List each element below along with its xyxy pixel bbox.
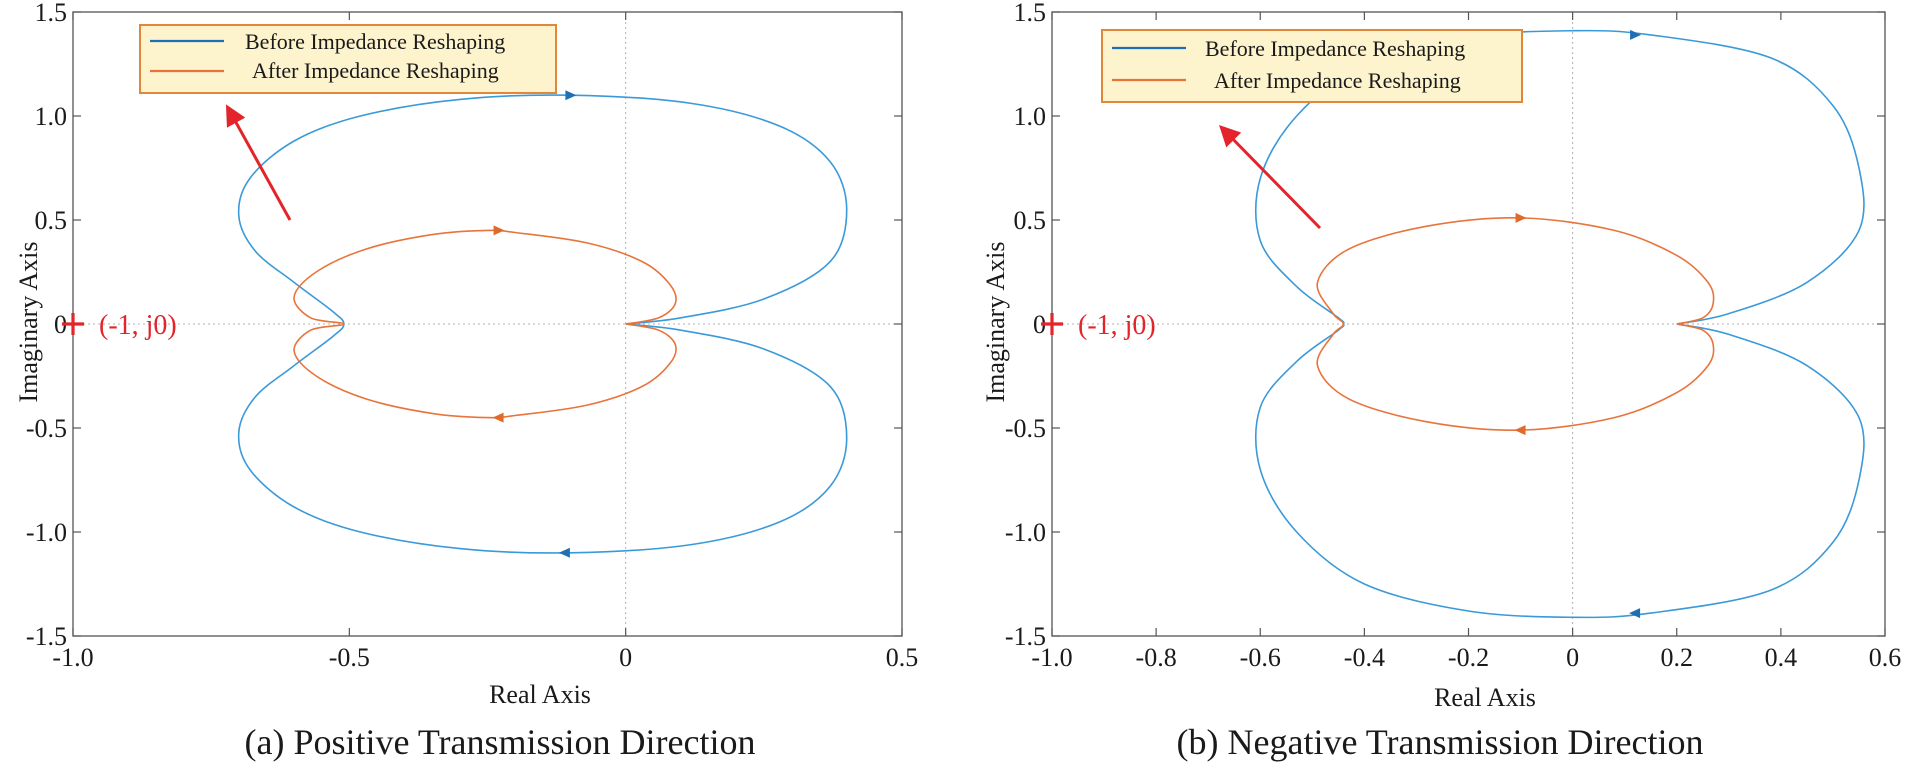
x-tick-label: 0 [619,643,632,672]
direction-arrow-before [565,90,577,101]
gridlines-a [73,12,902,636]
direction-arrow-before [558,547,570,558]
y-axis-label-b: Imaginary Axis [981,241,1010,402]
x-tick-label: -0.8 [1136,643,1177,672]
y-tick-label: -0.5 [26,414,67,443]
x-tick-label: 0.2 [1661,643,1694,672]
legend-label-before-b: Before Impedance Reshaping [1205,36,1465,61]
direction-arrow-before [1630,29,1642,40]
series-a [237,94,848,554]
x-tick-label: -1.0 [1031,643,1072,672]
caption-a: (a) Positive Transmission Direction [245,722,756,762]
x-axis-label-a: Real Axis [489,680,591,709]
panel-a: -1.0 -0.5 0 0.5-1.5-1.0-0.500.51.01.5 (-1, … [14,0,918,762]
gridlines-b [1052,12,1885,636]
x-axis-label-b: Real Axis [1434,683,1536,712]
legend-label-after-a: After Impedance Reshaping [252,58,499,83]
legend-label-before-a: Before Impedance Reshaping [245,29,505,54]
arrows-a [492,90,577,558]
ref-point-label: (-1, j0) [99,310,177,341]
legend-b: Before Impedance Reshaping After Impedan… [1101,29,1523,103]
legend-box-a [139,24,557,94]
ref-point-b: (-1, j0) [1041,310,1156,341]
y-tick-label: 0 [54,310,67,339]
direction-arrow-before [1629,608,1641,619]
direction-arrow-after [1514,425,1526,436]
y-tick-label: -1.5 [26,622,67,651]
y-tick-label: -1.0 [1005,518,1046,547]
y-tick-label: 0 [1033,310,1046,339]
x-tick-label: -0.5 [329,643,370,672]
x-tick-label: -0.4 [1344,643,1385,672]
ref-point-a: (-1, j0) [62,310,177,341]
y-tick-label: 1.0 [35,102,68,131]
y-tick-label: 0.5 [1014,206,1047,235]
x-tick-label: -1.0 [52,643,93,672]
ticks-b: -1.0 -0.8 -0.6 -0.4 -0.2 0 0.2 0.4 0.6-1.5-1.0-0… [1005,0,1901,672]
legend-label-after-b: After Impedance Reshaping [1214,68,1461,93]
red-arrow-b [1219,125,1322,230]
x-tick-label: 0 [1566,643,1579,672]
y-tick-label: 1.5 [35,0,68,27]
x-tick-label: -0.6 [1240,643,1281,672]
legend-box-b [1101,29,1523,103]
y-tick-label: 1.5 [1014,0,1047,27]
y-tick-label: -0.5 [1005,414,1046,443]
x-tick-label: 0.4 [1765,643,1798,672]
x-tick-label: -0.2 [1448,643,1489,672]
caption-b: (b) Negative Transmission Direction [1177,722,1704,762]
red-arrow-a [225,104,292,221]
direction-arrow-after [492,412,504,423]
plot-frame-a [72,11,903,637]
curve-after-reshaping [293,229,677,419]
legend-a: Before Impedance Reshaping After Impedan… [139,24,557,94]
curve-after-reshaping [1316,217,1715,431]
panel-b: -1.0 -0.8 -0.6 -0.4 -0.2 0 0.2 0.4 0.6-1.5-1.0-0… [981,0,1901,762]
series-b [1254,29,1865,619]
y-tick-label: 0.5 [35,206,68,235]
ref-point-label: (-1, j0) [1078,310,1156,341]
ticks-a: -1.0 -0.5 0 0.5-1.5-1.0-0.500.51.01.5 [26,0,918,672]
y-axis-label-a: Imaginary Axis [14,241,43,402]
direction-arrow-after [1515,212,1527,223]
arrows-b [1514,29,1642,619]
x-tick-label: 0.5 [886,643,919,672]
direction-arrow-after [493,225,505,236]
y-tick-label: -1.5 [1005,622,1046,651]
y-tick-label: 1.0 [1014,102,1047,131]
x-tick-label: 0.6 [1869,643,1902,672]
y-tick-label: -1.0 [26,518,67,547]
